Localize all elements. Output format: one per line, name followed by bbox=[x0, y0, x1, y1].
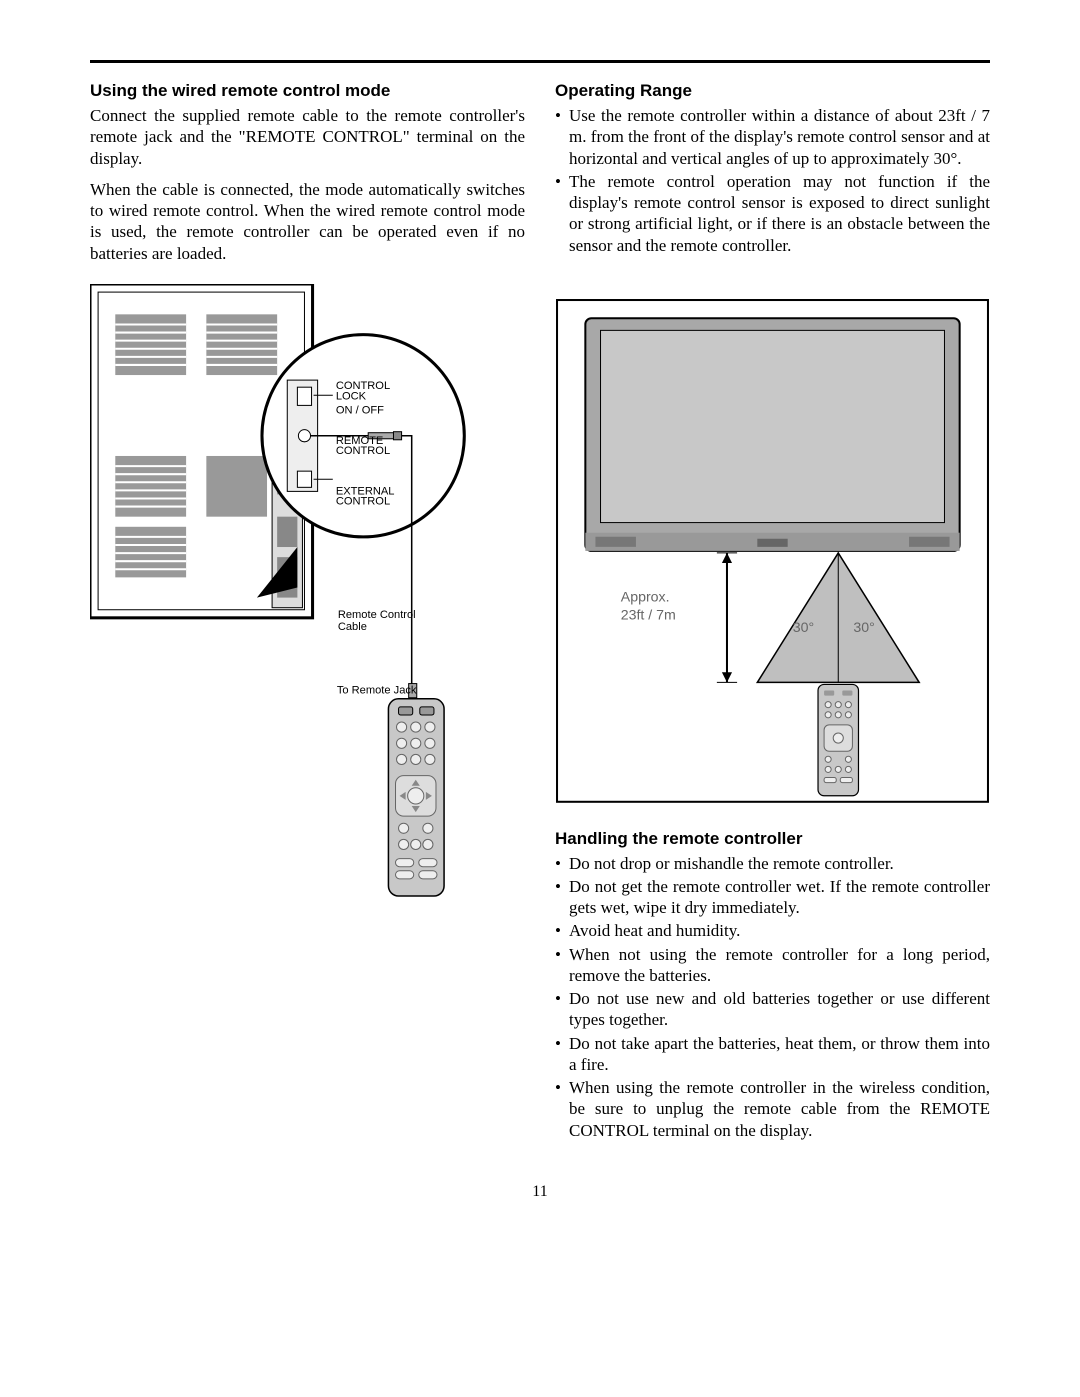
handling-bullet-6: Do not take apart the batteries, heat th… bbox=[555, 1033, 990, 1076]
page-number: 11 bbox=[90, 1183, 990, 1201]
operating-range-title: Operating Range bbox=[555, 81, 990, 101]
operating-bullet-1: Use the remote controller within a dista… bbox=[555, 105, 990, 169]
top-rule bbox=[90, 60, 990, 63]
monitor-illustration bbox=[585, 318, 959, 551]
label-cable-1: Remote Control bbox=[338, 609, 416, 621]
label-remote-2: CONTROL bbox=[336, 445, 390, 457]
label-external-2: CONTROL bbox=[336, 495, 390, 507]
handling-bullet-4: When not using the remote controller for… bbox=[555, 944, 990, 987]
left-title: Using the wired remote control mode bbox=[90, 81, 525, 101]
operating-bullet-2: The remote control operation may not fun… bbox=[555, 171, 990, 256]
remote-illustration-right bbox=[818, 684, 858, 795]
right-column: Operating Range Use the remote controlle… bbox=[555, 81, 990, 1143]
handling-bullet-1: Do not drop or mishandle the remote cont… bbox=[555, 853, 990, 874]
handling-bullet-7: When using the remote controller in the … bbox=[555, 1077, 990, 1141]
label-control-lock-2: LOCK bbox=[336, 390, 367, 402]
two-column-layout: Using the wired remote control mode Conn… bbox=[90, 81, 990, 1143]
label-on-off: ON / OFF bbox=[336, 404, 384, 416]
handling-bullet-3: Avoid heat and humidity. bbox=[555, 920, 990, 941]
label-to-remote-jack: To Remote Jack bbox=[337, 684, 417, 696]
angle-left: 30° bbox=[793, 620, 814, 636]
right-figure: Approx. 23ft / 7m 30° 30° bbox=[555, 298, 990, 809]
handling-bullet-5: Do not use new and old batteries togethe… bbox=[555, 988, 990, 1031]
approx-label-1: Approx. bbox=[621, 589, 670, 605]
handling-list: Do not drop or mishandle the remote cont… bbox=[555, 853, 990, 1141]
left-column: Using the wired remote control mode Conn… bbox=[90, 81, 525, 1143]
wired-remote-diagram: CONTROL LOCK ON / OFF REMOTE CONTROL EXT… bbox=[90, 284, 525, 931]
angle-right: 30° bbox=[853, 620, 874, 636]
handling-bullet-2: Do not get the remote controller wet. If… bbox=[555, 876, 990, 919]
handling-title: Handling the remote controller bbox=[555, 829, 990, 849]
left-para-2: When the cable is connected, the mode au… bbox=[90, 179, 525, 264]
approx-label-2: 23ft / 7m bbox=[621, 607, 676, 623]
remote-illustration-left bbox=[388, 699, 444, 896]
operating-range-diagram: Approx. 23ft / 7m 30° 30° bbox=[555, 298, 990, 804]
operating-range-list: Use the remote controller within a dista… bbox=[555, 105, 990, 256]
left-para-1: Connect the supplied remote cable to the… bbox=[90, 105, 525, 169]
label-cable-2: Cable bbox=[338, 621, 367, 633]
left-figure: CONTROL LOCK ON / OFF REMOTE CONTROL EXT… bbox=[90, 284, 525, 936]
